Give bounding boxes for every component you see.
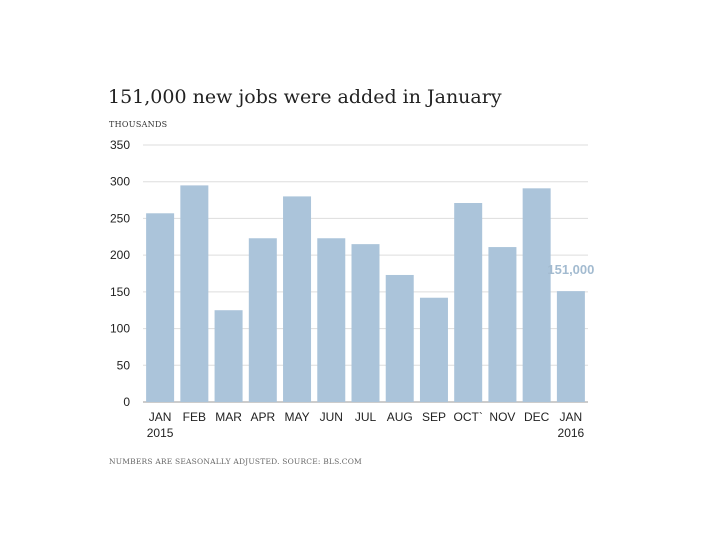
x-tick-label: APR bbox=[250, 410, 275, 424]
x-tick-year-label: 2016 bbox=[558, 426, 585, 440]
source-footnote: NUMBERS ARE SEASONALLY ADJUSTED. SOURCE:… bbox=[109, 457, 362, 466]
x-tick-label: FEB bbox=[183, 410, 206, 424]
x-tick-year-label: 2015 bbox=[147, 426, 174, 440]
data-label: 151,000 bbox=[547, 262, 594, 277]
x-tick-label: DEC bbox=[524, 410, 550, 424]
x-tick-label: JAN bbox=[149, 410, 172, 424]
x-tick-label: JUL bbox=[355, 410, 377, 424]
y-tick-label: 0 bbox=[123, 395, 130, 409]
y-unit-label: THOUSANDS bbox=[109, 120, 168, 129]
y-axis-ticks: 0 50 100 150 200 250 300 350 bbox=[110, 138, 130, 409]
bar bbox=[248, 238, 277, 402]
bar bbox=[385, 274, 414, 402]
x-tick-label: JUN bbox=[320, 410, 343, 424]
y-tick-label: 300 bbox=[110, 175, 130, 189]
bar bbox=[283, 196, 312, 402]
y-tick-label: 50 bbox=[117, 358, 131, 372]
x-tick-label: SEP bbox=[422, 410, 446, 424]
x-tick-label: JAN bbox=[560, 410, 583, 424]
bar bbox=[419, 297, 448, 402]
y-tick-label: 200 bbox=[110, 248, 130, 262]
bar bbox=[317, 238, 346, 402]
x-tick-label: MAY bbox=[284, 410, 309, 424]
x-tick-label: NOV bbox=[489, 410, 515, 424]
bar bbox=[146, 213, 175, 402]
bar bbox=[214, 310, 243, 402]
y-tick-label: 100 bbox=[110, 322, 130, 336]
bar bbox=[454, 203, 483, 402]
bar bbox=[180, 185, 209, 402]
bar bbox=[488, 247, 517, 402]
bar bbox=[522, 188, 551, 402]
bars bbox=[146, 185, 585, 402]
y-tick-label: 350 bbox=[110, 138, 130, 152]
x-tick-label: AUG bbox=[387, 410, 413, 424]
bar bbox=[556, 291, 585, 402]
y-tick-label: 250 bbox=[110, 211, 130, 225]
chart-title: 151,000 new jobs were added in January bbox=[108, 86, 502, 108]
annotations: 151,000 bbox=[547, 262, 594, 277]
bar bbox=[351, 244, 380, 402]
x-axis-ticks: JAN 2015 FEB MAR APR MAY JUN JUL AUG SEP OCT` NOV DE… bbox=[147, 410, 585, 440]
y-tick-label: 150 bbox=[110, 285, 130, 299]
x-tick-label: MAR bbox=[215, 410, 242, 424]
x-tick-label: OCT` bbox=[454, 410, 483, 424]
